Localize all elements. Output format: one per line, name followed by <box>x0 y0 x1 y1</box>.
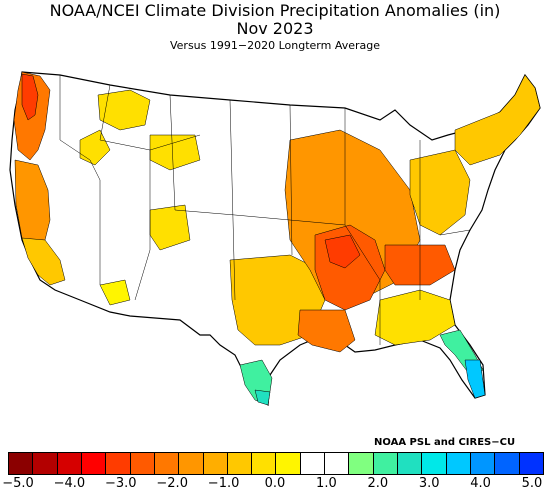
louisiana-orange <box>297 309 356 353</box>
core-red <box>324 234 361 269</box>
south-florida-wet <box>464 359 486 399</box>
legend-swatch <box>325 453 350 474</box>
legend-swatch <box>130 453 155 474</box>
map-date: Nov 2023 <box>236 19 314 38</box>
arizona-yellow <box>99 279 131 306</box>
legend-tick-label: −2.0 <box>156 476 188 491</box>
texas-south-tip <box>254 389 271 406</box>
legend-swatch <box>349 453 374 474</box>
legend-swatch <box>81 453 107 474</box>
map-title: NOAA/NCEI Climate Division Precipitation… <box>49 1 501 20</box>
legend-ticks: −5.0 −4.0 −3.0 −2.0 −1.0 0.0 1.0 2.0 3.0 4.0 5.0 <box>0 476 550 496</box>
legend-swatch <box>179 453 204 474</box>
washington-dark <box>21 73 39 121</box>
credit-label: NOAA PSL and CIRES−CU <box>374 437 516 448</box>
legend-swatch <box>519 453 543 474</box>
legend-tick-label: −1.0 <box>207 476 240 491</box>
montana-yellow <box>97 89 151 131</box>
legend-swatch <box>422 453 447 474</box>
legend-swatch <box>300 453 326 474</box>
legend-tick-label: 5.0 <box>521 476 543 491</box>
legend-tick-label: 3.0 <box>418 476 440 491</box>
state-borders <box>59 75 471 345</box>
legend-swatch <box>398 453 423 474</box>
legend-swatch <box>33 453 58 474</box>
map-subtitle: Versus 1991−2020 Longterm Average <box>169 39 380 52</box>
legend-swatch <box>252 453 277 474</box>
legend-tick-label: 0.0 <box>264 476 286 491</box>
legend-swatch <box>106 453 131 474</box>
idaho-yellow <box>79 129 111 166</box>
ohio-valley-yellow <box>409 149 471 236</box>
legend-swatch <box>57 453 82 474</box>
legend-swatch <box>373 453 398 474</box>
legend-tick-label: −4.0 <box>53 476 86 491</box>
legend-tick-label: 1.0 <box>316 476 337 491</box>
southeast-yellow <box>374 289 456 346</box>
legend-swatch <box>203 453 228 474</box>
legend-swatch <box>154 453 180 474</box>
northeast-yellow <box>454 74 541 166</box>
legend-swatch <box>9 453 34 474</box>
legend-tick-label: −5.0 <box>2 476 34 491</box>
southern-california <box>21 237 66 286</box>
legend-swatch <box>470 453 496 474</box>
legend-swatch <box>276 453 301 474</box>
legend-swatch <box>227 453 253 474</box>
legend-tick-label: 2.0 <box>367 476 389 491</box>
legend-tick-label: 4.0 <box>470 476 491 491</box>
legend-tick-label: −3.0 <box>105 476 137 491</box>
color-legend <box>8 452 544 475</box>
legend-swatch <box>495 453 520 474</box>
legend-swatch <box>446 453 471 474</box>
